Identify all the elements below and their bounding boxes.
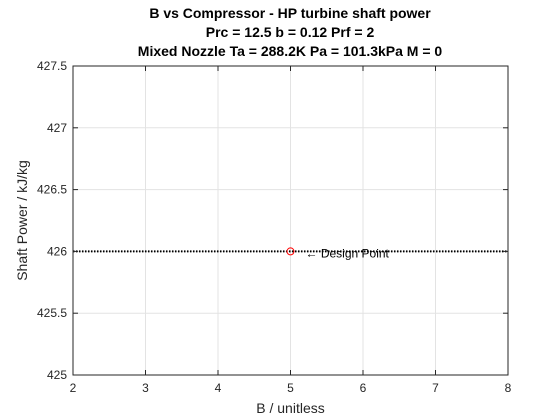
x-tick-label: 8: [505, 381, 512, 395]
x-tick-label: 2: [70, 381, 77, 395]
chart-title-line-2: Prc = 12.5 b = 0.12 Prf = 2: [206, 24, 375, 40]
x-tick-label: 4: [215, 381, 222, 395]
y-tick-label: 426.5: [37, 183, 67, 197]
axis-ticks: 2 3 4 5 6 7 8 425 425.5 426 426.5 427 427.5: [37, 59, 512, 395]
x-axis-label: B / unitless: [256, 400, 324, 416]
y-tick-label: 425.5: [37, 306, 67, 320]
y-tick-label: 426: [47, 244, 67, 258]
x-tick-label: 7: [432, 381, 439, 395]
y-tick-label: 427: [47, 121, 67, 135]
axis-labels: B / unitless Shaft Power / kJ/kg: [14, 160, 325, 416]
design-point-group: ← Design Point: [286, 246, 390, 260]
chart-title: B vs Compressor - HP turbine shaft power…: [138, 5, 443, 59]
design-point-label: ← Design Point: [306, 246, 390, 260]
chart-title-line-3: Mixed Nozzle Ta = 288.2K Pa = 101.3kPa M…: [138, 43, 443, 59]
x-tick-label: 6: [360, 381, 367, 395]
y-axis-label: Shaft Power / kJ/kg: [14, 160, 30, 281]
chart-title-line-1: B vs Compressor - HP turbine shaft power: [149, 5, 431, 21]
design-point-marker: [286, 247, 295, 256]
x-tick-label: 5: [287, 381, 294, 395]
y-tick-label: 425: [47, 368, 67, 382]
y-tick-label: 427.5: [37, 59, 67, 73]
x-tick-label: 3: [142, 381, 149, 395]
